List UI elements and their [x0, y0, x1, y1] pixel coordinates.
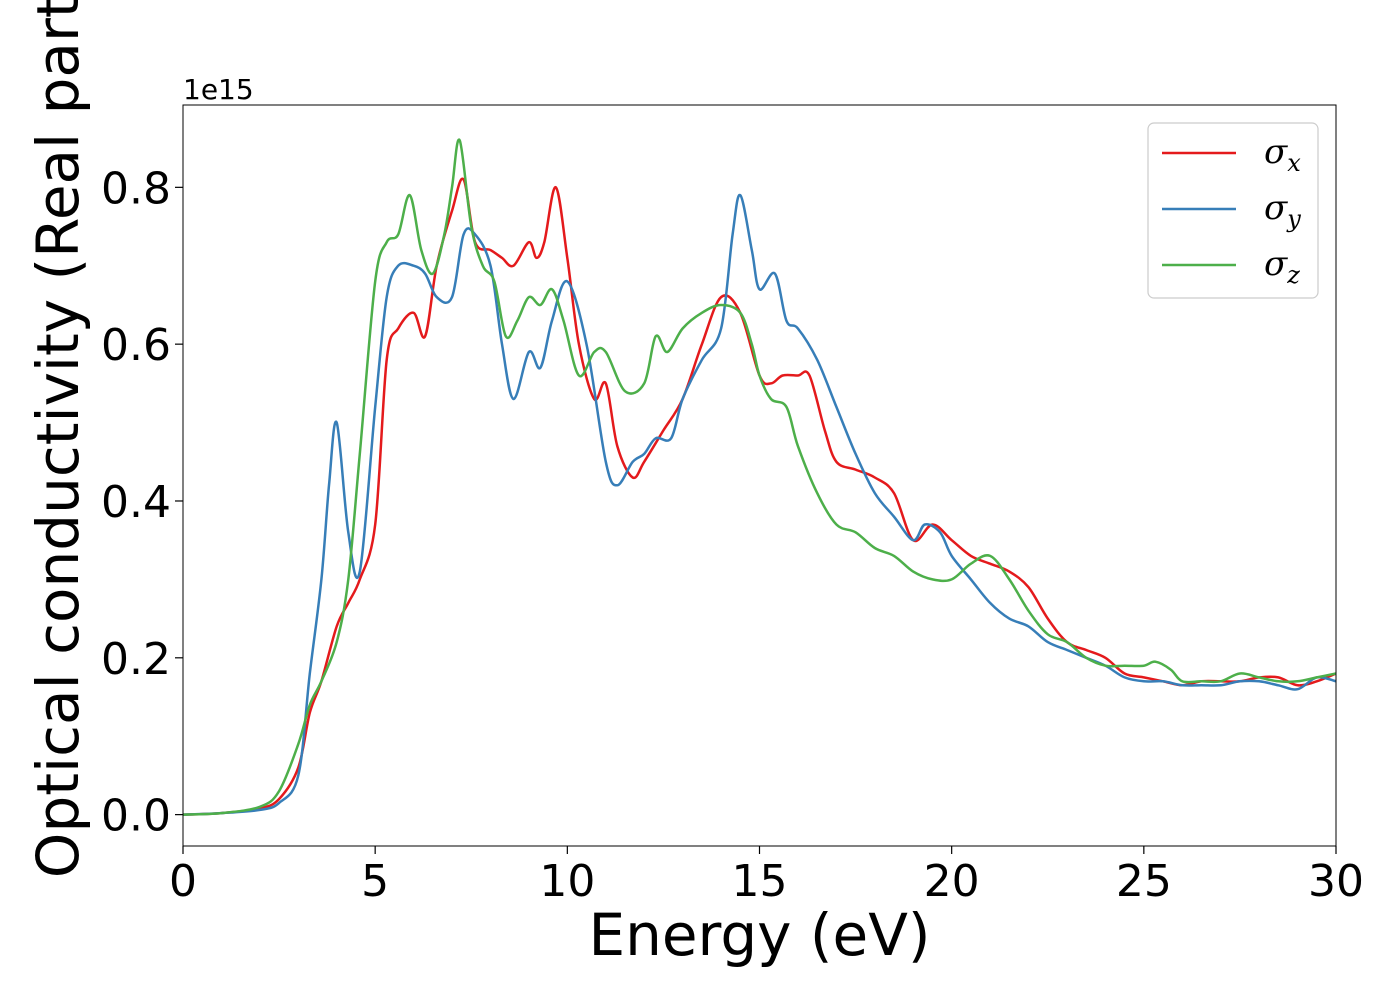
legend-label-x: σx	[1264, 132, 1301, 177]
x-axis-label: Energy (eV)	[588, 901, 930, 969]
y-axis-ticks: 0.0 0.2 0.4 0.6 0.8	[101, 163, 183, 842]
x-tick-label: 20	[924, 856, 980, 907]
x-axis-ticks: 0 5 10 15 20 25 30	[169, 846, 1364, 907]
x-tick-label: 5	[361, 856, 389, 907]
y-axis-offset-text: 1e15	[183, 73, 254, 106]
legend-box	[1147, 122, 1319, 299]
series-layer	[182, 138, 1337, 816]
legend: σx σy σz	[1147, 122, 1319, 299]
x-tick-label: 25	[1116, 856, 1172, 907]
y-tick-label: 0.2	[101, 634, 171, 685]
legend-label-z: σz	[1264, 244, 1300, 289]
series-line-z	[182, 138, 1337, 816]
x-tick-label: 0	[169, 856, 197, 907]
y-axis-label: Optical conductivity (Real part)	[24, 0, 92, 878]
series-line-x	[182, 177, 1337, 816]
x-tick-label: 15	[732, 856, 788, 907]
x-tick-label: 10	[539, 856, 595, 907]
y-tick-label: 0.8	[101, 163, 171, 214]
y-tick-label: 0.6	[101, 320, 171, 371]
y-tick-label: 0.0	[101, 791, 171, 842]
legend-label-y: σy	[1264, 188, 1301, 233]
y-tick-label: 0.4	[101, 477, 171, 528]
x-tick-label: 30	[1308, 856, 1364, 907]
